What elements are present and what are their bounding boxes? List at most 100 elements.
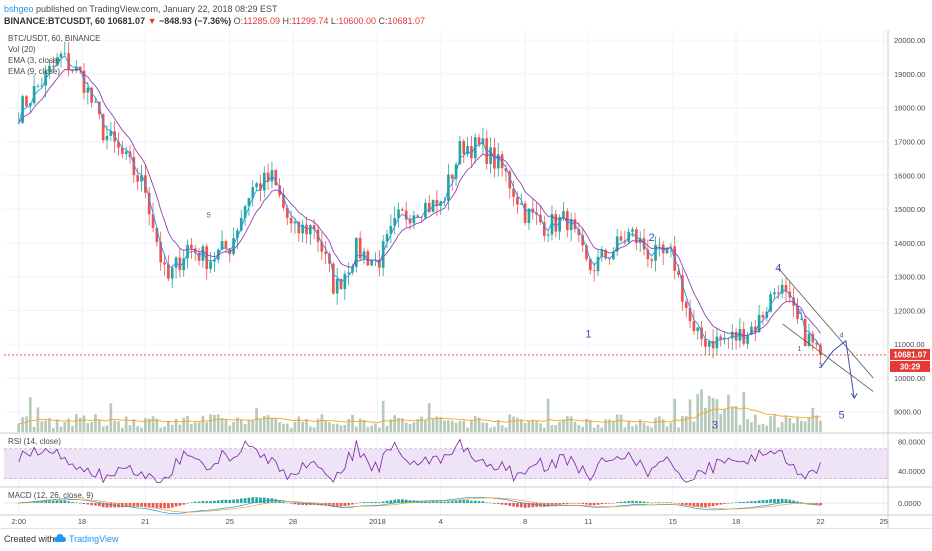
macd-histogram-bar — [746, 501, 749, 503]
volume-bar — [270, 417, 274, 432]
macd-histogram-bar — [232, 499, 235, 503]
macd-histogram-bar — [205, 501, 209, 503]
macd-histogram-bar — [711, 503, 715, 507]
candle-body — [170, 267, 174, 279]
volume-bar — [328, 422, 331, 432]
macd-histogram-bar — [59, 500, 63, 503]
candle-body — [109, 131, 113, 136]
candle-body — [516, 196, 519, 205]
wave-label: 2 — [797, 309, 801, 316]
volume-bar — [147, 418, 151, 432]
candle-body — [347, 272, 350, 274]
candle-body — [427, 202, 431, 213]
macd-histogram-bar — [470, 500, 473, 503]
chart-header: bshgeo published on TradingView.com, Jan… — [0, 0, 932, 30]
macd-histogram-bar — [182, 503, 186, 505]
volume-bar — [63, 422, 67, 432]
candle-body — [454, 164, 458, 179]
volume-bar — [696, 393, 700, 432]
volume-bar — [155, 418, 159, 432]
volume-bar — [780, 422, 784, 432]
candle-body — [615, 236, 619, 252]
volume-bar — [324, 420, 327, 432]
author-link[interactable]: bshgeo — [4, 4, 34, 14]
volume-bar — [128, 425, 132, 432]
macd-histogram-bar — [255, 497, 258, 503]
candle-body — [519, 203, 523, 205]
macd-histogram-bar — [485, 502, 489, 503]
candle-body — [565, 211, 569, 231]
volume-bar — [692, 421, 696, 432]
macd-pane — [4, 496, 888, 514]
volume-bar — [201, 415, 205, 432]
candle-body — [51, 65, 55, 67]
volume-bar — [500, 425, 504, 432]
wave-label: 1 — [797, 346, 801, 353]
wave-label: 5 — [839, 409, 845, 421]
volume-bar — [642, 423, 646, 432]
macd-line — [18, 496, 821, 514]
volume-bar — [347, 418, 350, 432]
volume-bar — [420, 416, 423, 432]
candle-body — [151, 214, 155, 228]
chart-area[interactable]: 5 1 2 3 4 1 2 3 4 5 20000.00 19000.00 18000.00 17000… — [0, 30, 932, 528]
candle-body — [477, 137, 481, 145]
macd-histogram-bar — [776, 498, 780, 503]
candle-body — [155, 227, 159, 243]
macd-histogram-bar — [259, 497, 262, 503]
volume-bar — [101, 426, 105, 432]
volume-bar — [439, 417, 443, 432]
macd-histogram-bar — [466, 500, 469, 503]
candle-body — [719, 336, 723, 340]
macd-histogram-bar — [144, 503, 147, 507]
macd-histogram-bar — [623, 501, 627, 503]
volume-bar — [335, 423, 339, 432]
publish-line: bshgeo published on TradingView.com, Jan… — [4, 4, 278, 14]
high-label: H: — [282, 16, 292, 26]
volume-bar — [67, 418, 70, 432]
macd-histogram-bar — [665, 502, 669, 503]
volume-bar — [454, 422, 458, 432]
candle-body — [178, 257, 182, 271]
volume-bar — [447, 420, 450, 432]
volume-bar — [673, 398, 677, 432]
candle-body — [297, 221, 301, 234]
volume-bar — [715, 399, 719, 432]
volume-bar — [435, 416, 439, 432]
volume-bar — [669, 422, 673, 432]
volume-bar — [259, 418, 262, 432]
macd-histogram-bar — [715, 503, 719, 506]
macd-histogram-bar — [608, 503, 611, 504]
macd-histogram-bar — [132, 503, 136, 507]
volume-bar — [228, 425, 232, 432]
volume-bar — [650, 427, 654, 432]
volume-bar — [489, 427, 492, 432]
volume-bar — [90, 422, 93, 432]
volume-bar — [688, 399, 692, 432]
candle-body — [82, 70, 86, 93]
candle-body — [117, 141, 120, 148]
candle-body — [612, 251, 615, 260]
candle-body — [25, 96, 28, 107]
volume-bar — [527, 420, 531, 432]
tradingview-brand[interactable]: TradingView — [69, 534, 119, 544]
wave-label: 4 — [840, 332, 844, 339]
candle-body — [523, 203, 527, 224]
volume-bar — [40, 421, 44, 432]
volume-bar — [803, 421, 807, 432]
volume-bar — [473, 415, 477, 432]
macd-histogram-bar — [635, 501, 638, 503]
candle-body — [159, 242, 163, 263]
open-value: 11285.09 — [243, 16, 280, 26]
candle-body — [780, 284, 784, 294]
volume-bar — [151, 416, 155, 432]
wave-label: 4 — [775, 263, 781, 275]
volume-bar — [516, 417, 519, 432]
candle-body — [784, 284, 788, 292]
candle-body — [669, 246, 673, 248]
volume-bar — [393, 415, 397, 432]
volume-bar — [262, 415, 266, 432]
candle-body — [381, 241, 385, 268]
candle-body — [232, 237, 235, 255]
macd-histogram-bar — [216, 500, 220, 503]
